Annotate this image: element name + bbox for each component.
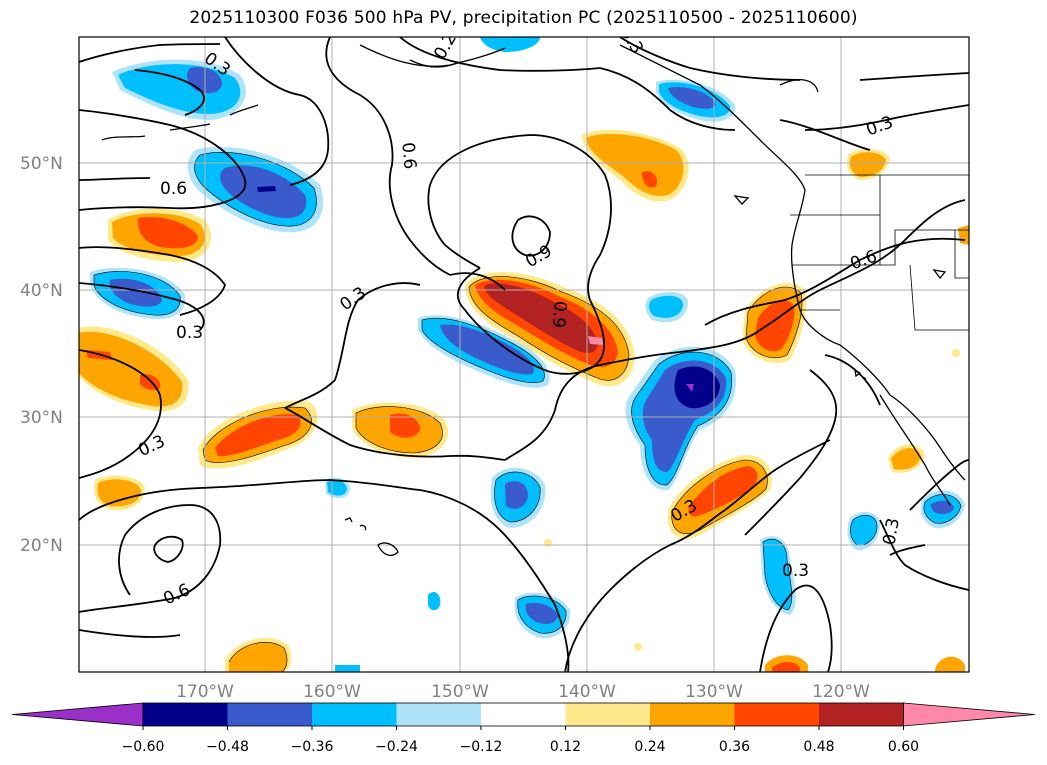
lon-label-170w: 170°W (176, 682, 234, 702)
contour-label: 0.9 (548, 300, 570, 329)
colorbar-swatches (11, 702, 1036, 727)
latitude-labels: 50°N 40°N 30°N 20°N (20, 154, 63, 556)
contour-label: 0.3 (176, 323, 203, 343)
lon-label-140w: 140°W (558, 682, 616, 702)
colorbar-tick-label: 0.60 (888, 739, 919, 755)
coastlines (101, 44, 966, 556)
colorbar-swatch (650, 703, 735, 726)
colorbar-swatch (227, 703, 313, 726)
lon-label-160w: 160°W (303, 682, 361, 702)
contour-label: 0.6 (160, 179, 187, 199)
lon-label-120w: 120°W (812, 682, 870, 702)
colorbar-tick-label: −0.36 (291, 739, 334, 755)
colorbar-swatch (734, 703, 820, 726)
lon-label-130w: 130°W (685, 682, 743, 702)
lat-label-20n: 20°N (20, 536, 63, 556)
colorbar-swatch (481, 703, 566, 726)
colorbar-swatch (143, 703, 228, 726)
lat-label-30n: 30°N (20, 408, 63, 428)
contour-label: 0.3 (782, 561, 809, 581)
colorbar-swatch (819, 703, 904, 726)
colorbar-extend-left (11, 702, 144, 727)
lat-label-50n: 50°N (20, 154, 63, 174)
colorbar-extend-right (903, 702, 1036, 727)
contour-label: 0.3 (879, 517, 903, 547)
colorbar-tick-label: 0.24 (634, 739, 665, 755)
contour-label: 0.6 (397, 141, 419, 170)
colorbar-tick-label: 0.12 (550, 739, 581, 755)
colorbar-swatch (565, 703, 651, 726)
political-borders (790, 174, 969, 331)
pv-contours (79, 37, 969, 672)
lon-label-150w: 150°W (431, 682, 489, 702)
longitude-labels: 170°W 160°W 150°W 140°W 130°W 120°W (176, 682, 870, 702)
colorbar-tick-label: −0.48 (206, 739, 249, 755)
colorbar-swatch (396, 703, 482, 726)
colorbar-tick-label: 0.36 (719, 739, 750, 755)
lat-label-40n: 40°N (20, 281, 63, 301)
precip-outline-lines (93, 152, 962, 672)
colorbar-outline (142, 702, 904, 727)
plot-title: 2025110300 F036 500 hPa PV, precipitatio… (189, 8, 858, 28)
colorbar-swatch (312, 703, 397, 726)
colorbar-tick-label: −0.60 (122, 739, 165, 755)
precip-anomaly-fields (79, 37, 969, 672)
pv-contour-labels: 0.3 0.6 0.3 0.3 0.6 0.9 0.9 0.3 0.6 0.3 … (135, 37, 904, 609)
colorbar-tick-label: −0.12 (460, 739, 503, 755)
colorbar: −0.60 −0.48 −0.36 −0.24 −0.12 0.12 0.24 0.36 0.4… (11, 702, 1036, 755)
map-frame (78, 36, 970, 673)
colorbar-tick-label: −0.24 (375, 739, 418, 755)
colorbar-ticks: −0.60 −0.48 −0.36 −0.24 −0.12 0.12 0.24 0.36 0.4… (122, 726, 919, 755)
colorbar-tick-label: 0.48 (803, 739, 834, 755)
